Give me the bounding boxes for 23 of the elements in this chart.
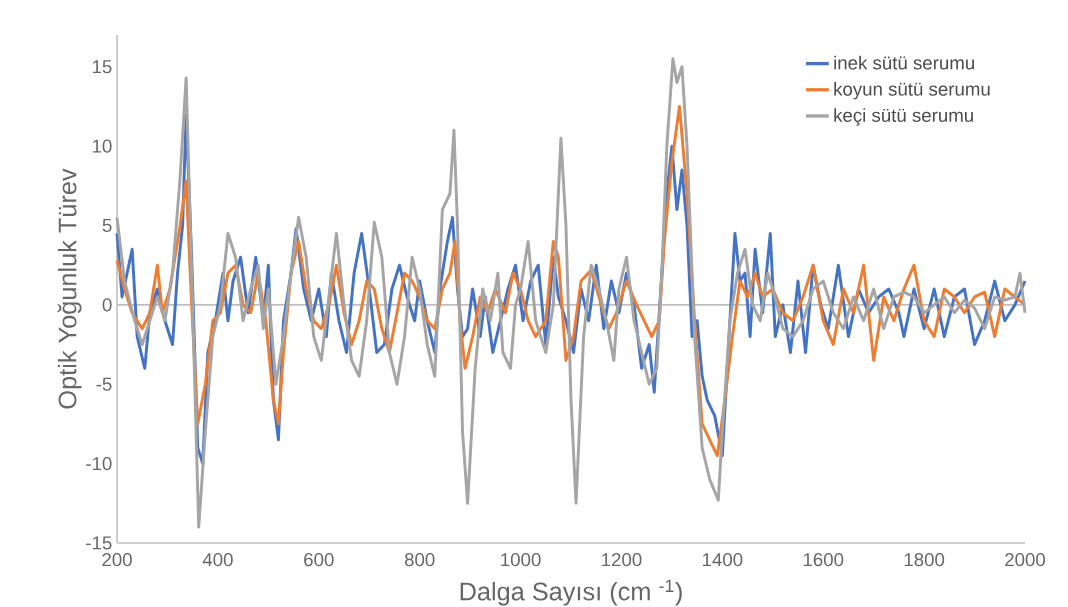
x-tick-label: 600 <box>304 553 334 567</box>
y-tick-label: -10 <box>86 456 112 471</box>
x-tick-label: 1400 <box>702 553 743 567</box>
x-axis-title: Dalga Sayısı (cm $^{-1}$) <box>460 579 682 606</box>
x-tick-label: 1800 <box>904 553 945 567</box>
y-tick-label: -15 <box>86 536 112 550</box>
y-tick-label: 0 <box>102 298 112 312</box>
x-tick-label: 2000 <box>1005 553 1046 567</box>
y-axis-title: Optik Yoğunluk Türev <box>57 168 82 409</box>
y-tick-label: 5 <box>102 218 112 233</box>
x-tick-label: 800 <box>404 553 435 567</box>
y-tick-label: 10 <box>92 139 112 153</box>
y-tick-label: 15 <box>92 60 112 74</box>
x-tick-label: 1600 <box>803 553 844 567</box>
x-tick-label: 400 <box>202 553 233 567</box>
x-tick-label: 1200 <box>602 553 642 567</box>
legend-label: keçi sütü serumu <box>834 108 973 126</box>
legend-label: inek sütü serumu <box>834 55 974 70</box>
x-tick-label: 1000 <box>501 553 541 567</box>
line-series <box>115 57 1027 529</box>
legend-label: koyun sütü serumu <box>834 82 990 100</box>
y-tick-label: -5 <box>96 377 112 391</box>
x-tick-label: 200 <box>102 553 132 567</box>
